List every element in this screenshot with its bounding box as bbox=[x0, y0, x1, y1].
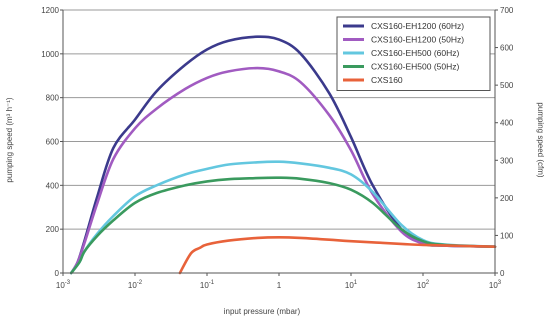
y-left-tick-label: 800 bbox=[46, 94, 60, 103]
y-left-tick-label: 600 bbox=[46, 138, 60, 147]
x-tick-label: 10-2 bbox=[128, 280, 143, 290]
legend-label: CXS160 bbox=[371, 75, 403, 85]
y-right-tick-label: 300 bbox=[500, 156, 514, 165]
series-lines bbox=[69, 35, 497, 275]
legend-label: CXS160-EH500 (50Hz) bbox=[371, 62, 460, 72]
y-axis-right-title: pumping speed (cfm) bbox=[536, 102, 545, 177]
y-left-tick-label: 0 bbox=[55, 269, 60, 278]
legend-label: CXS160-EH1200 (60Hz) bbox=[371, 21, 464, 31]
legend-label: CXS160-EH1200 (50Hz) bbox=[371, 35, 464, 45]
y-left-tick-label: 1200 bbox=[41, 6, 59, 15]
y-right-tick-label: 500 bbox=[500, 81, 514, 90]
y-right-tick-label: 700 bbox=[500, 6, 514, 15]
y-right-tick-label: 200 bbox=[500, 194, 514, 203]
y-axis-left-title: pumping speed (m³ h⁻¹) bbox=[5, 97, 14, 182]
series-line-1 bbox=[69, 66, 497, 275]
x-tick-label: 10-1 bbox=[200, 280, 215, 290]
tick-labels: 0 200 400 600 800 1000 1200 0 100 200 300 400 500 600… bbox=[41, 6, 514, 290]
series-line-4 bbox=[178, 236, 497, 275]
x-axis-title: input pressure (mbar) bbox=[224, 307, 301, 316]
y-right-tick-label: 0 bbox=[500, 269, 505, 278]
y-left-tick-label: 400 bbox=[46, 181, 60, 190]
legend: CXS160-EH1200 (60Hz) CXS160-EH1200 (50Hz)… bbox=[336, 16, 491, 91]
y-right-tick-label: 400 bbox=[500, 119, 514, 128]
series-line-3 bbox=[69, 176, 497, 275]
y-right-tick-label: 100 bbox=[500, 231, 514, 240]
y-left-tick-label: 200 bbox=[46, 225, 60, 234]
series-line-2 bbox=[69, 160, 497, 275]
x-tick-label: 1 bbox=[277, 281, 282, 290]
x-tick-label: 10-3 bbox=[56, 280, 71, 290]
x-tick-label: 103 bbox=[489, 280, 502, 290]
grid bbox=[63, 9, 495, 230]
x-tick-label: 102 bbox=[417, 280, 430, 290]
y-right-tick-label: 600 bbox=[500, 44, 514, 53]
y-left-tick-label: 1000 bbox=[41, 50, 59, 59]
legend-label: CXS160-EH500 (60Hz) bbox=[371, 48, 460, 58]
x-tick-label: 101 bbox=[345, 280, 358, 290]
